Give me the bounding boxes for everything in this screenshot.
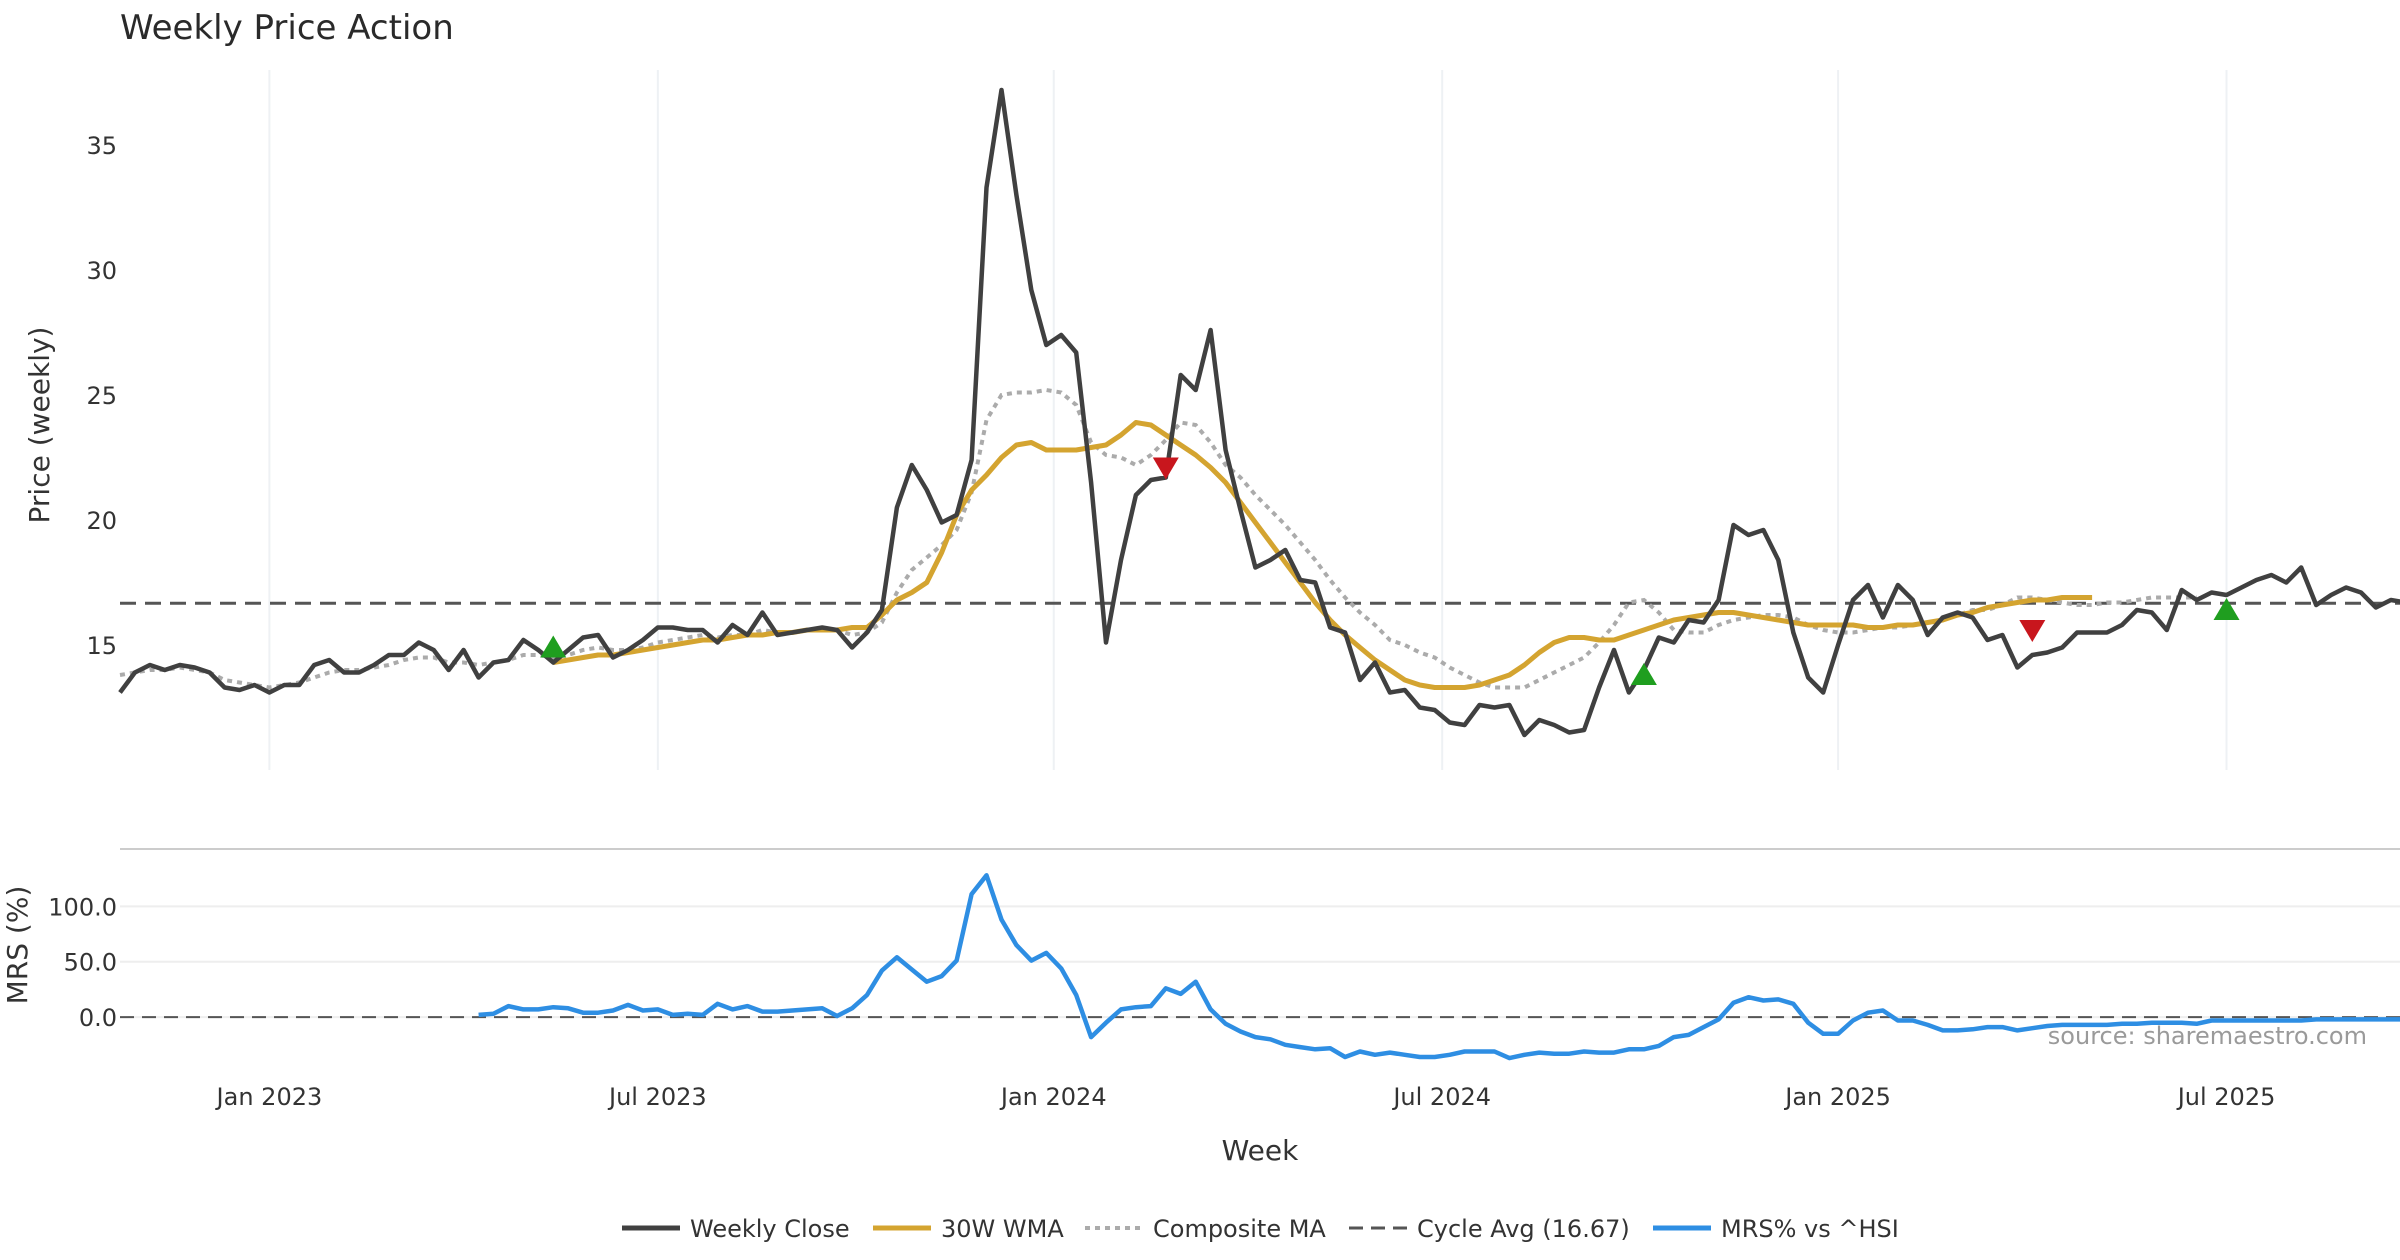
price-y-tick-label: 25 <box>86 382 117 410</box>
price-y-tick-label: 35 <box>86 132 117 160</box>
source-credit: source: sharemaestro.com <box>2048 1022 2367 1050</box>
buy-signal-marker <box>1630 663 1657 685</box>
buy-signal-marker <box>2213 598 2240 620</box>
price-y-tick-label: 15 <box>86 632 117 660</box>
mrs-y-tick-label: 50.0 <box>64 949 117 977</box>
price-y-tick-label: 30 <box>86 257 117 285</box>
legend-label: MRS% vs ^HSI <box>1721 1215 1899 1243</box>
x-tick-label: Jan 2025 <box>1783 1083 1891 1111</box>
price-y-tick-label: 20 <box>86 507 117 535</box>
legend-label: Weekly Close <box>690 1215 850 1243</box>
sell-signal-marker <box>1152 457 1179 480</box>
mrs-y-axis-label: MRS (%) <box>1 886 34 1005</box>
legend: Weekly Close 30W WMA Composite MA Cycle Avg… <box>622 1215 1899 1243</box>
legend-label: Composite MA <box>1153 1215 1326 1243</box>
x-tick-label: Jul 2023 <box>607 1083 707 1111</box>
x-tick-label: Jan 2024 <box>999 1083 1107 1111</box>
x-axis-ticks: Jan 2023 Jul 2023 Jan 2024 Jul 2024 Jan 2025… <box>215 1083 2276 1111</box>
chart-title: Weekly Price Action <box>120 8 454 48</box>
signal-markers <box>540 457 2240 685</box>
legend-label: Cycle Avg (16.67) <box>1417 1215 1630 1243</box>
price-y-axis-label: Price (weekly) <box>23 327 56 524</box>
mrs-y-tick-label: 100.0 <box>48 893 117 921</box>
x-axis-label: Week <box>1222 1134 1299 1167</box>
price-grid <box>268 70 2228 770</box>
weekly-close-line <box>118 87 2400 738</box>
mrs-line <box>478 873 2400 1061</box>
x-tick-label: Jul 2024 <box>1391 1083 1491 1111</box>
x-tick-label: Jul 2025 <box>2176 1083 2276 1111</box>
price-y-ticks: 15 20 25 30 35 <box>86 132 117 660</box>
sell-signal-marker <box>2019 620 2046 642</box>
x-tick-label: Jan 2023 <box>215 1083 323 1111</box>
mrs-y-tick-label: 0.0 <box>79 1004 117 1032</box>
mrs-y-ticks: 0.0 50.0 100.0 <box>48 893 117 1032</box>
buy-signal-marker <box>540 635 567 658</box>
legend-label: 30W WMA <box>941 1215 1064 1243</box>
composite-ma-line <box>119 387 2197 690</box>
